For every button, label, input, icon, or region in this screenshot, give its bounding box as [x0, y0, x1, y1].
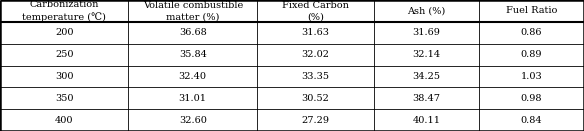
Text: 35.84: 35.84	[179, 50, 207, 59]
Text: 33.35: 33.35	[301, 72, 329, 81]
Text: 200: 200	[55, 28, 74, 37]
Text: Carbonization
temperature (℃): Carbonization temperature (℃)	[22, 0, 106, 22]
Text: Volatile combustible
matter (%): Volatile combustible matter (%)	[142, 1, 243, 21]
Text: 31.63: 31.63	[301, 28, 329, 37]
Text: 0.89: 0.89	[521, 50, 542, 59]
Text: 31.01: 31.01	[179, 94, 207, 103]
Text: 38.47: 38.47	[412, 94, 440, 103]
Text: 32.02: 32.02	[301, 50, 329, 59]
Text: 32.14: 32.14	[412, 50, 440, 59]
Text: 1.03: 1.03	[520, 72, 543, 81]
Text: 32.60: 32.60	[179, 116, 207, 125]
Text: 300: 300	[55, 72, 74, 81]
Text: 0.86: 0.86	[521, 28, 542, 37]
Text: Ash (%): Ash (%)	[407, 6, 446, 15]
Text: 40.11: 40.11	[412, 116, 440, 125]
Text: 27.29: 27.29	[301, 116, 329, 125]
Text: 0.84: 0.84	[520, 116, 543, 125]
Text: 34.25: 34.25	[412, 72, 440, 81]
Text: 350: 350	[55, 94, 74, 103]
Text: 36.68: 36.68	[179, 28, 207, 37]
Text: 400: 400	[55, 116, 74, 125]
Text: 32.40: 32.40	[179, 72, 207, 81]
Text: 31.69: 31.69	[412, 28, 440, 37]
Text: Fixed Carbon
(%): Fixed Carbon (%)	[282, 1, 349, 21]
Text: 30.52: 30.52	[301, 94, 329, 103]
Text: 0.98: 0.98	[521, 94, 542, 103]
Text: Fuel Ratio: Fuel Ratio	[506, 6, 557, 15]
Text: 250: 250	[55, 50, 74, 59]
